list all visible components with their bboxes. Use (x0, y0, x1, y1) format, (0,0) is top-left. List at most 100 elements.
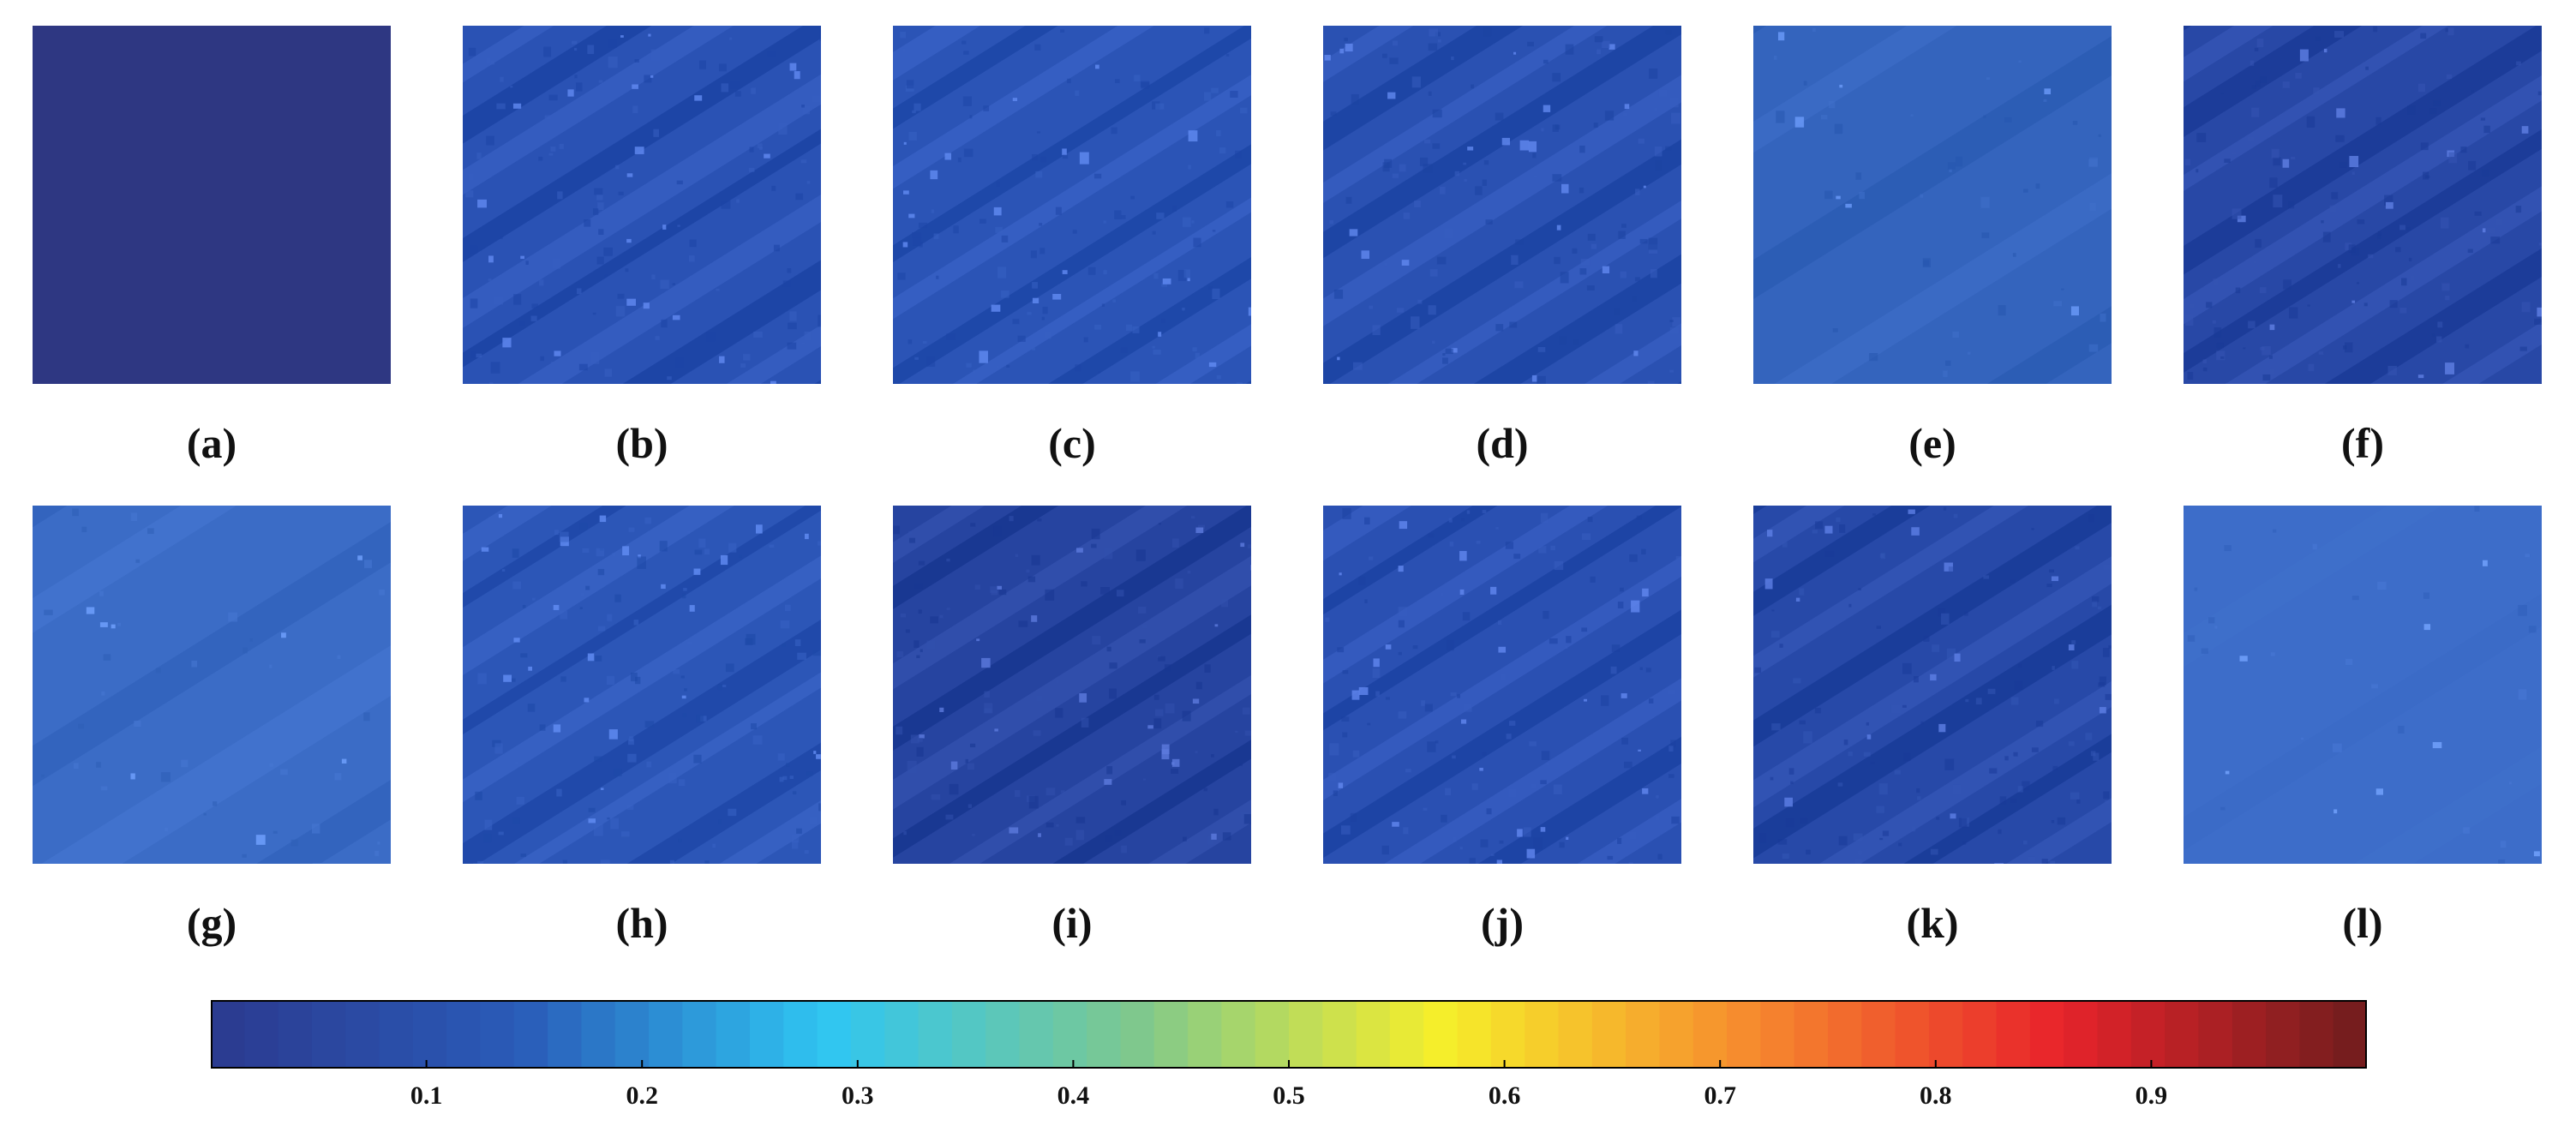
colorbar-cell (1727, 1000, 1761, 1069)
panel-g-label: (g) (186, 899, 237, 947)
panel-d-label: (d) (1476, 419, 1529, 467)
panel-c-image (893, 26, 1251, 384)
colorbar-cell (480, 1000, 515, 1069)
panel-a-label: (a) (186, 419, 237, 467)
colorbar-cell (1626, 1000, 1661, 1069)
colorbar (211, 1000, 2367, 1069)
colorbar-cell (1861, 1000, 1896, 1069)
colorbar-tick-label: 0.6 (1488, 1081, 1521, 1110)
colorbar-cell (817, 1000, 852, 1069)
colorbar-cell (2130, 1000, 2166, 1069)
colorbar-cell (985, 1000, 1021, 1069)
colorbar-cell (1828, 1000, 1862, 1069)
colorbar-cell (1356, 1000, 1391, 1069)
colorbar-cell (1087, 1000, 1122, 1069)
colorbar-cell (2299, 1000, 2334, 1069)
colorbar-cell (1322, 1000, 1357, 1069)
colorbar-cell (2064, 1000, 2099, 1069)
panel-h-image (463, 506, 821, 864)
colorbar-tick-label: 0.3 (842, 1081, 874, 1110)
panel-d-image (1323, 26, 1681, 384)
colorbar-cell (1221, 1000, 1256, 1069)
colorbar-cell (1457, 1000, 1492, 1069)
colorbar-cell (379, 1000, 414, 1069)
colorbar-cell (783, 1000, 818, 1069)
panel-e-label: (e) (1908, 419, 1956, 467)
colorbar-cell (2029, 1000, 2064, 1069)
panel-i-label: (i) (1051, 899, 1093, 947)
colorbar-cell (2232, 1000, 2267, 1069)
colorbar-cell (1120, 1000, 1155, 1069)
colorbar-cell (1019, 1000, 1054, 1069)
colorbar-cell (1525, 1000, 1560, 1069)
panel-j-image (1323, 506, 1681, 864)
colorbar-cell (750, 1000, 784, 1069)
colorbar-cell (1558, 1000, 1593, 1069)
colorbar-cell (1895, 1000, 1930, 1069)
colorbar-cell (2198, 1000, 2233, 1069)
panel-f-label: (f) (2341, 419, 2384, 467)
colorbar-cell (1996, 1000, 2031, 1069)
colorbar-cell (1692, 1000, 1728, 1069)
colorbar-tick-label: 0.9 (2135, 1081, 2168, 1110)
colorbar-cell (2266, 1000, 2300, 1069)
colorbar-cell (446, 1000, 482, 1069)
panel-f-image (2184, 26, 2542, 384)
colorbar-cell (2333, 1000, 2367, 1069)
colorbar-tick-label: 0.5 (1273, 1081, 1305, 1110)
panel-g-image (33, 506, 391, 864)
colorbar-cell (1255, 1000, 1290, 1069)
panel-a-image (33, 26, 391, 384)
panel-j-label: (j) (1481, 899, 1524, 947)
colorbar-cell (548, 1000, 583, 1069)
colorbar-cell (1188, 1000, 1222, 1069)
colorbar-cell (1659, 1000, 1694, 1069)
colorbar-cell (1289, 1000, 1323, 1069)
colorbar-cell (1389, 1000, 1424, 1069)
panel-b-label: (b) (615, 419, 668, 467)
panel-k-image (1753, 506, 2112, 864)
colorbar-cell (244, 1000, 279, 1069)
colorbar-cell (850, 1000, 885, 1069)
colorbar-cell (682, 1000, 717, 1069)
panel-k-label: (k) (1906, 899, 1959, 947)
colorbar-cell (951, 1000, 986, 1069)
colorbar-cell (278, 1000, 313, 1069)
colorbar-cell (513, 1000, 548, 1069)
colorbar-tick-labels: 0.1 0.2 0.3 0.4 0.5 0.6 0.7 0.8 0.9 (211, 1081, 2367, 1116)
colorbar-cell (1052, 1000, 1087, 1069)
colorbar-cell (1153, 1000, 1189, 1069)
colorbar-cell (412, 1000, 447, 1069)
panel-i-image (893, 506, 1251, 864)
colorbar-cell (918, 1000, 953, 1069)
colorbar-cell (649, 1000, 683, 1069)
colorbar-cell (614, 1000, 650, 1069)
colorbar-cell (2165, 1000, 2200, 1069)
panel-e-image (1753, 26, 2112, 384)
colorbar-tick-label: 0.4 (1057, 1081, 1090, 1110)
panel-c-label: (c) (1048, 419, 1096, 467)
colorbar-cell (1490, 1000, 1525, 1069)
panel-l-label: (l) (2342, 899, 2383, 947)
colorbar-cell (716, 1000, 751, 1069)
colorbar-cell (211, 1000, 245, 1069)
colorbar-tick-label: 0.1 (410, 1081, 443, 1110)
panel-l-image (2184, 506, 2542, 864)
colorbar-cell (1591, 1000, 1626, 1069)
colorbar-cell (1760, 1000, 1795, 1069)
colorbar-cell (581, 1000, 616, 1069)
colorbar-cell (345, 1000, 380, 1069)
colorbar-cell (1423, 1000, 1459, 1069)
colorbar-cell (884, 1000, 920, 1069)
colorbar-cell (1962, 1000, 1998, 1069)
panel-b-image (463, 26, 821, 384)
colorbar-cell (1794, 1000, 1829, 1069)
colorbar-tick-label: 0.8 (1920, 1081, 1952, 1110)
colorbar-cell (2097, 1000, 2132, 1069)
colorbar-tick-label: 0.2 (626, 1081, 658, 1110)
colorbar-tick-label: 0.7 (1704, 1081, 1736, 1110)
panel-h-label: (h) (615, 899, 668, 947)
colorbar-cell (311, 1000, 346, 1069)
colorbar-cell (1928, 1000, 1963, 1069)
